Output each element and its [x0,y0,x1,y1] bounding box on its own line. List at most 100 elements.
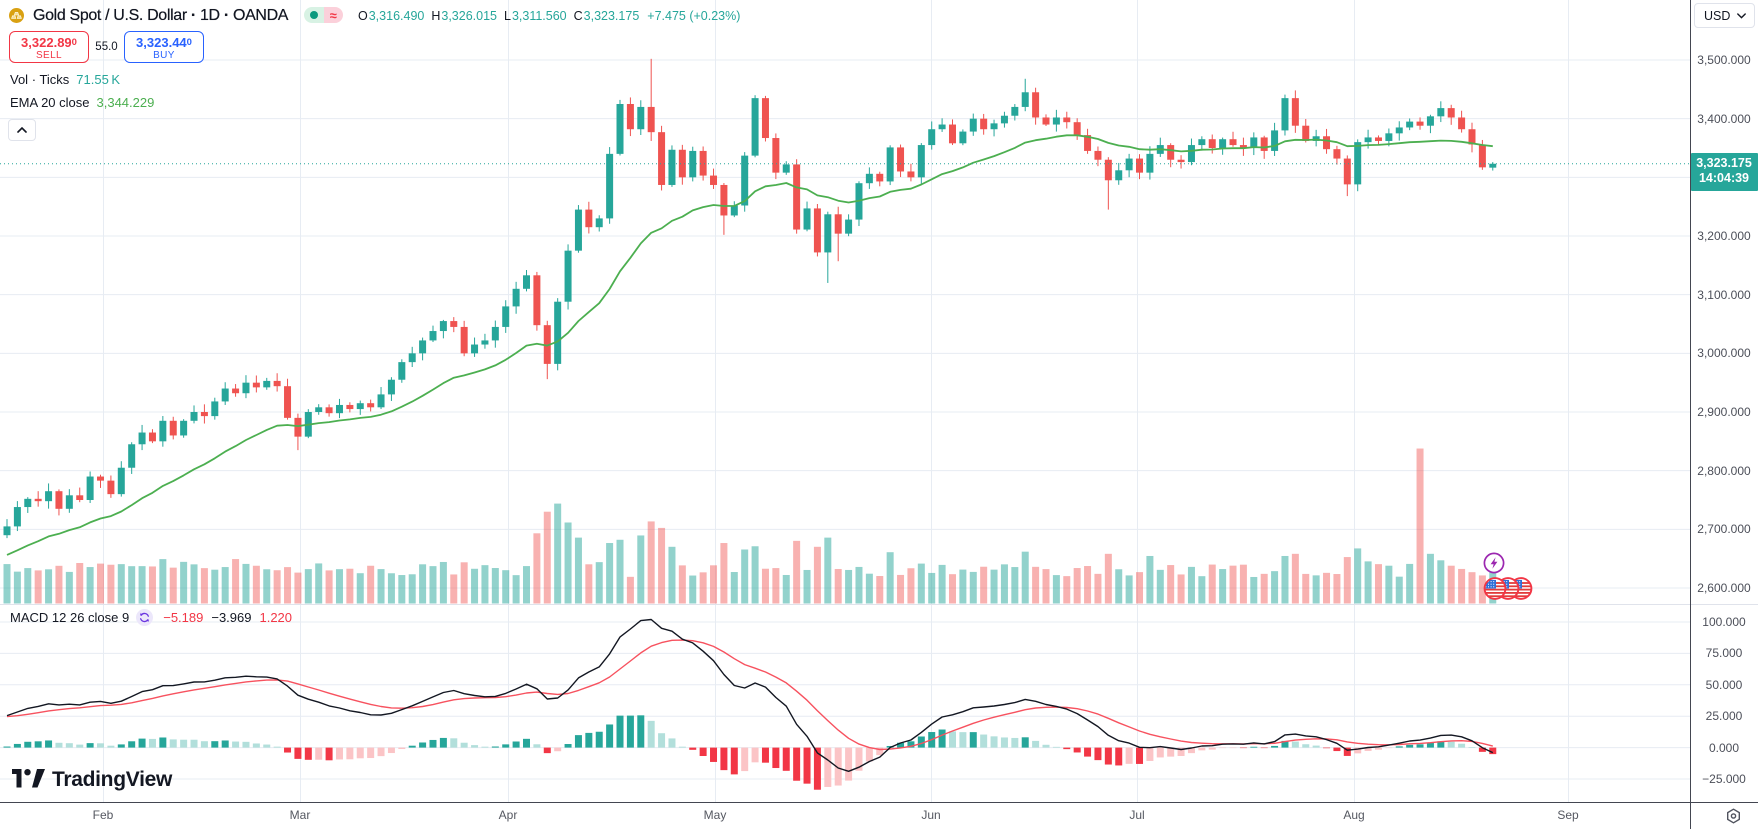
volume-bar [128,566,136,604]
volume-bar [1364,561,1372,604]
macd-legend-row[interactable]: MACD 12 26 close 9 −5.189 −3.969 1.220 [10,609,293,626]
candle-body [512,288,520,307]
volume-indicator-row[interactable]: Vol · Ticks 71.55 K [10,72,120,87]
macd-histogram-bar [346,747,354,760]
candle-body [232,388,240,394]
macd-reload-icon[interactable] [136,609,154,626]
candles-layer [3,58,1497,539]
tradingview-logo[interactable]: TradingView [12,768,172,792]
spread-value: 55.0 [95,41,118,53]
volume-bar [689,575,697,604]
volume-bar [107,564,115,604]
candle-body [169,420,177,436]
volume-bar [1333,574,1341,604]
volume-bar [1073,568,1081,604]
macd-axis-label: 100.000 [1702,615,1746,629]
volume-bar [3,564,11,604]
high-value: 3,326.015 [441,9,497,23]
macd-histogram-bar [107,745,115,748]
macd-histogram-bar [647,720,655,748]
candle-body [647,106,655,133]
candle-body [263,380,271,388]
price-axis-label: 3,000.000 [1697,346,1751,361]
macd-histogram-bar [803,747,811,784]
candle-body [595,218,603,228]
axis-settings-icon[interactable] [1724,807,1743,829]
macd-histogram-bar [242,741,250,748]
lightning-event-icon[interactable] [1483,552,1505,574]
buy-button[interactable]: 3,323.440 BUY [124,31,204,63]
volume-bar [86,567,94,604]
volume-bar [221,567,229,604]
volume-value: 71.55 K [76,72,121,87]
candle-body [439,321,447,332]
volume-bar [959,569,967,604]
volume-bar [1011,567,1019,604]
currency-selector[interactable]: USD [1694,3,1755,28]
ema-layer [6,134,1493,556]
candle-body [408,353,416,363]
volume-bar [304,569,312,604]
chevron-up-icon [17,127,27,133]
macd-histogram-bar [97,743,105,748]
candle-body [1073,122,1081,136]
volume-bar [523,566,530,604]
volume-bar [1156,569,1164,604]
volume-bar [897,574,905,604]
macd-histogram-bar [595,731,603,748]
candle-body [1239,145,1247,148]
candle-body [377,394,385,408]
symbol-title-row[interactable]: Gold Spot / U.S. Dollar · 1D · OANDA [9,4,288,27]
volume-bar [1094,573,1102,604]
volume-bar [24,568,32,604]
candle-body [367,403,375,408]
macd-histogram-bar [1385,747,1393,749]
volume-bar [138,566,146,604]
macd-histogram-bar [533,744,541,748]
candle-body [1136,158,1144,173]
volume-bar [948,574,956,604]
macd-hist-value: −5.189 [163,610,204,625]
volume-bar [1177,574,1185,604]
macd-histogram-bar [616,715,624,748]
candle-body [97,476,105,481]
candle-body [959,131,967,144]
macd-histogram-bar [1073,747,1081,753]
candle-body [533,275,541,326]
volume-bar [284,567,292,604]
symbol-title[interactable]: Gold Spot / U.S. Dollar · 1D · OANDA [33,6,289,24]
candle-body [1489,163,1497,168]
market-status-pill[interactable]: ≈ [304,7,343,23]
collapse-legend-button[interactable] [8,119,36,141]
us-economic-events-icon[interactable] [1483,576,1535,601]
macd-histogram-bar [491,746,499,748]
volume-bar [969,571,977,604]
macd-histogram-bar [232,741,240,748]
volume-bar [678,565,686,604]
candle-body [720,184,728,216]
candle-body [1260,137,1268,151]
volume-bar [865,573,873,604]
volume-bar [1021,551,1029,604]
macd-histogram-bar [523,738,530,748]
volume-bar [460,562,468,604]
volume-bar [1312,575,1320,604]
candle-body [180,420,188,436]
candle-body [1187,145,1195,163]
candle-body [200,412,208,417]
candle-body [1323,136,1331,150]
candle-body [1374,137,1382,141]
candle-body [13,507,21,527]
macd-histogram-bar [263,744,271,748]
volume-bar [845,569,853,604]
candle-body [834,214,842,234]
candle-body [1042,117,1050,125]
open-label: O [358,9,368,23]
candle-body [658,132,666,185]
macd-histogram-bar [1416,744,1424,748]
ema-indicator-row[interactable]: EMA 20 close 3,344.229 [10,95,155,110]
macd-histogram-bar [1333,747,1341,752]
sell-button[interactable]: 3,322.890 SELL [9,31,89,63]
volume-bar [1302,573,1310,604]
